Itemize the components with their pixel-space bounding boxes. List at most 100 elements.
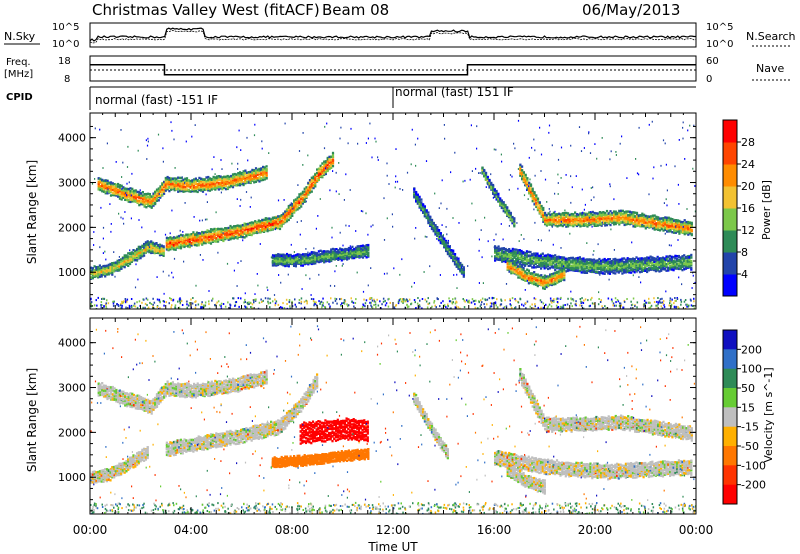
power-cell bbox=[531, 197, 534, 200]
power-cell bbox=[144, 248, 147, 251]
power-cell bbox=[628, 266, 631, 269]
power-cell bbox=[273, 223, 276, 226]
power-cell bbox=[669, 224, 672, 227]
power-cell bbox=[301, 190, 304, 194]
power-cell bbox=[204, 241, 207, 245]
power-cell bbox=[111, 266, 114, 270]
power-cell bbox=[363, 246, 366, 249]
power-cell bbox=[520, 263, 523, 267]
power-cell bbox=[506, 256, 509, 259]
power-cell bbox=[201, 230, 204, 234]
power-cell bbox=[501, 256, 504, 259]
power-cell bbox=[210, 185, 213, 188]
power-cell bbox=[506, 253, 509, 256]
power-cell bbox=[612, 215, 616, 219]
power-cell bbox=[504, 247, 507, 251]
power-cell bbox=[178, 237, 181, 240]
power-cell bbox=[684, 263, 688, 266]
power-cell bbox=[296, 254, 299, 258]
power-cell bbox=[661, 259, 665, 262]
power-cell bbox=[184, 181, 187, 185]
power-cell bbox=[168, 178, 171, 181]
power-cell bbox=[618, 211, 621, 214]
power-cell bbox=[120, 196, 123, 199]
power-cell bbox=[511, 247, 514, 251]
power-cell bbox=[670, 260, 673, 263]
power-cell bbox=[199, 239, 202, 243]
power-cell bbox=[157, 199, 160, 202]
power-cell bbox=[287, 204, 290, 208]
power-cell bbox=[222, 236, 225, 239]
power-cell bbox=[218, 236, 221, 240]
power-cell bbox=[673, 219, 676, 222]
power-cell bbox=[330, 259, 333, 262]
power-cell bbox=[223, 181, 226, 184]
power-cell bbox=[198, 176, 201, 180]
power-cell bbox=[258, 171, 261, 175]
power-cell bbox=[651, 216, 654, 219]
power-cell bbox=[298, 261, 301, 264]
power-cell bbox=[231, 185, 235, 189]
power-cell bbox=[342, 251, 345, 254]
power-cell bbox=[260, 167, 263, 170]
power-cell bbox=[229, 235, 232, 238]
power-cell bbox=[115, 186, 118, 190]
power-cell bbox=[173, 181, 176, 184]
power-cell bbox=[653, 267, 656, 270]
power-cell bbox=[275, 257, 278, 260]
power-cell bbox=[224, 187, 227, 191]
power-cell bbox=[143, 196, 146, 199]
power-cell bbox=[111, 262, 114, 265]
power-cell bbox=[120, 184, 123, 187]
power-cell bbox=[572, 214, 575, 217]
power-cell bbox=[522, 255, 525, 258]
power-cell bbox=[155, 247, 158, 250]
power-cell bbox=[521, 165, 524, 168]
power-cell bbox=[129, 187, 132, 190]
power-cell bbox=[174, 248, 177, 251]
power-cell bbox=[538, 256, 541, 260]
power-cell bbox=[654, 268, 657, 272]
power-cell bbox=[209, 239, 213, 242]
power-cell bbox=[499, 252, 502, 255]
power-cell bbox=[562, 256, 566, 259]
nsearch-trace bbox=[89, 30, 697, 44]
power-cell bbox=[577, 223, 580, 227]
power-cell bbox=[525, 262, 528, 265]
power-cell bbox=[502, 250, 505, 254]
power-cell bbox=[257, 230, 260, 233]
power-cell bbox=[316, 257, 319, 260]
power-cell bbox=[316, 177, 319, 181]
power-cell bbox=[141, 200, 144, 203]
power-cell bbox=[667, 222, 670, 225]
power-cell bbox=[509, 251, 513, 254]
power-cell bbox=[148, 202, 151, 205]
power-cell bbox=[634, 225, 637, 228]
power-cell bbox=[255, 231, 259, 235]
power-cell bbox=[609, 215, 612, 218]
power-cell bbox=[628, 222, 631, 226]
power-cell bbox=[494, 250, 497, 253]
power-cell bbox=[250, 231, 253, 234]
power-cell bbox=[676, 229, 679, 232]
power-cell bbox=[654, 262, 657, 266]
power-cell bbox=[670, 255, 673, 259]
power-cell bbox=[562, 262, 566, 265]
power-cell bbox=[628, 216, 631, 219]
power-cell bbox=[265, 168, 268, 171]
power-cell bbox=[109, 181, 113, 184]
power-cell bbox=[243, 232, 246, 235]
power-cell bbox=[240, 232, 243, 236]
power-cell bbox=[326, 164, 329, 167]
power-cell bbox=[582, 269, 585, 272]
power-cell bbox=[678, 220, 681, 223]
power-cell bbox=[658, 226, 662, 229]
power-cell bbox=[146, 240, 149, 243]
power-cell bbox=[284, 259, 287, 263]
power-cell bbox=[210, 181, 213, 184]
power-cell bbox=[278, 254, 282, 258]
power-cell bbox=[661, 266, 665, 269]
power-cell bbox=[184, 189, 187, 193]
power-cell bbox=[152, 197, 155, 200]
power-cell bbox=[690, 229, 693, 232]
